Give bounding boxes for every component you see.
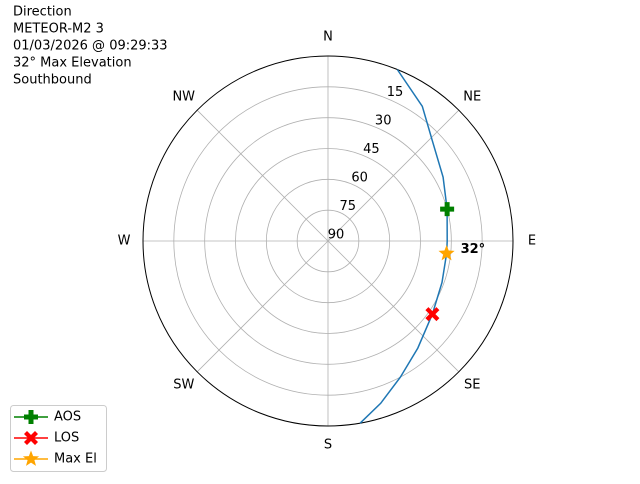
- r-tick-label: 15: [387, 85, 404, 100]
- max-el-annotation: 32°: [461, 242, 486, 257]
- grid-spoke: [327, 240, 460, 373]
- title-line: 32° Max Elevation: [13, 56, 132, 71]
- grid-spoke: [327, 109, 460, 242]
- r-tick-label: 75: [340, 199, 357, 214]
- theta-tick-label: NE: [463, 89, 481, 104]
- theta-tick-label: NW: [172, 89, 195, 104]
- legend-frame: [10, 405, 107, 472]
- outer-frame: [142, 55, 514, 427]
- marker-aos: [440, 202, 455, 217]
- title-line: Direction: [13, 5, 72, 20]
- title-line: Southbound: [13, 73, 92, 88]
- marker-aos: [24, 410, 38, 424]
- legend-label: LOS: [54, 431, 79, 446]
- grid-spoke: [196, 240, 329, 373]
- grid-spoke: [196, 109, 329, 242]
- pass-track: [359, 69, 448, 424]
- theta-tick-label: SW: [173, 378, 194, 393]
- theta-tick-label: N: [323, 30, 333, 45]
- r-tick-label: 45: [363, 142, 380, 157]
- legend-label: AOS: [54, 410, 81, 425]
- legend: AOS LOS Max El: [10, 405, 107, 472]
- title-line: METEOR-M2 3: [13, 22, 104, 37]
- theta-tick-label: S: [324, 438, 332, 453]
- marker-los: [24, 431, 38, 445]
- r-tick-label: 90: [328, 228, 345, 243]
- r-tick-label: 30: [375, 114, 392, 129]
- theta-tick-label: SE: [464, 378, 480, 393]
- marker-max-el: [438, 244, 455, 261]
- theta-tick-label: W: [118, 234, 131, 249]
- theta-tick-label: E: [528, 234, 536, 249]
- marker-los: [425, 307, 440, 322]
- legend-label: Max El: [54, 452, 97, 467]
- marker-max-el: [22, 450, 40, 466]
- r-tick-label: 60: [351, 171, 368, 186]
- title-line: 01/03/2026 @ 09:29:33: [13, 39, 168, 54]
